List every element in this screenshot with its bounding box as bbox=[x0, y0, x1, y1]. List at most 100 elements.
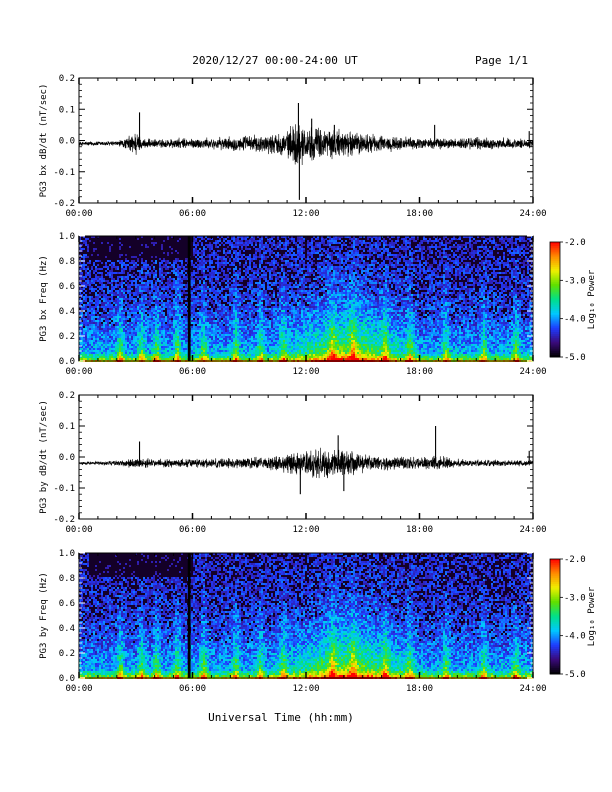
heatmap-cell bbox=[269, 262, 271, 264]
heatmap-cell bbox=[215, 300, 217, 302]
heatmap-cell bbox=[253, 314, 255, 316]
heatmap-cell bbox=[107, 266, 109, 268]
heatmap-cell bbox=[83, 322, 85, 324]
heatmap-cell bbox=[217, 352, 219, 354]
heatmap-cell bbox=[281, 352, 283, 354]
heatmap-cell bbox=[269, 314, 271, 316]
heatmap-cell bbox=[143, 350, 145, 352]
heatmap-cell bbox=[87, 350, 89, 352]
heatmap-cell bbox=[227, 336, 229, 338]
heatmap-cell bbox=[123, 288, 125, 290]
heatmap-cell bbox=[135, 322, 137, 324]
heatmap-cell bbox=[163, 276, 165, 278]
heatmap-cell bbox=[97, 316, 99, 318]
heatmap-cell bbox=[117, 334, 119, 336]
heatmap-cell bbox=[267, 248, 269, 250]
heatmap-cell bbox=[139, 280, 141, 282]
heatmap-cell bbox=[193, 296, 195, 298]
heatmap-cell bbox=[141, 320, 143, 322]
heatmap-cell bbox=[237, 252, 239, 254]
heatmap-cell bbox=[225, 350, 227, 352]
heatmap-cell bbox=[219, 312, 221, 314]
heatmap-cell bbox=[161, 358, 163, 360]
heatmap-cell bbox=[257, 332, 259, 334]
heatmap-cell bbox=[193, 250, 195, 252]
heatmap-cell bbox=[241, 350, 243, 352]
heatmap-cell bbox=[223, 338, 225, 340]
heatmap-cell bbox=[177, 300, 179, 302]
heatmap-cell bbox=[225, 332, 227, 334]
heatmap-cell bbox=[169, 358, 171, 360]
heatmap-cell bbox=[235, 254, 237, 256]
heatmap-cell bbox=[203, 258, 205, 260]
heatmap-cell bbox=[81, 342, 83, 344]
heatmap-cell bbox=[93, 356, 95, 358]
heatmap-cell bbox=[115, 316, 117, 318]
heatmap-cell bbox=[217, 264, 219, 266]
heatmap-cell bbox=[171, 298, 173, 300]
heatmap-cell bbox=[261, 324, 263, 326]
heatmap-cell bbox=[207, 286, 209, 288]
heatmap-cell bbox=[213, 348, 215, 350]
heatmap-cell bbox=[139, 324, 141, 326]
heatmap-cell bbox=[79, 356, 81, 358]
heatmap-cell bbox=[153, 344, 155, 346]
heatmap-cell bbox=[215, 284, 217, 286]
heatmap-cell bbox=[223, 288, 225, 290]
heatmap-cell bbox=[87, 346, 89, 348]
heatmap-cell bbox=[113, 332, 115, 334]
heatmap-cell bbox=[261, 322, 263, 324]
heatmap-cell bbox=[97, 320, 99, 322]
heatmap-cell bbox=[247, 332, 249, 334]
heatmap-cell bbox=[277, 276, 279, 278]
heatmap-cell bbox=[229, 286, 231, 288]
heatmap-cell bbox=[109, 350, 111, 352]
heatmap-cell bbox=[161, 352, 163, 354]
heatmap-cell bbox=[135, 334, 137, 336]
heatmap-cell bbox=[265, 346, 267, 348]
heatmap-cell bbox=[115, 330, 117, 332]
heatmap-cell bbox=[139, 346, 141, 348]
heatmap-cell bbox=[147, 296, 149, 298]
heatmap-cell bbox=[161, 346, 163, 348]
heatmap-cell bbox=[199, 324, 201, 326]
heatmap-cell bbox=[147, 246, 149, 248]
heatmap-cell bbox=[211, 288, 213, 290]
heatmap-cell bbox=[137, 238, 139, 240]
heatmap-cell bbox=[283, 296, 285, 298]
heatmap-cell bbox=[117, 308, 119, 310]
heatmap-cell bbox=[227, 314, 229, 316]
heatmap-cell bbox=[197, 260, 199, 262]
heatmap-cell bbox=[221, 280, 223, 282]
heatmap-cell bbox=[105, 308, 107, 310]
heatmap-cell bbox=[103, 298, 105, 300]
heatmap-cell bbox=[185, 350, 187, 352]
heatmap-cell bbox=[273, 330, 275, 332]
heatmap-cell bbox=[159, 284, 161, 286]
heatmap-cell bbox=[143, 290, 145, 292]
heatmap-cell bbox=[149, 354, 151, 356]
heatmap-cell bbox=[125, 316, 127, 318]
heatmap-cell bbox=[121, 304, 123, 306]
heatmap-cell bbox=[233, 328, 235, 330]
heatmap-cell bbox=[201, 256, 203, 258]
heatmap-cell bbox=[281, 278, 283, 280]
heatmap-cell bbox=[247, 314, 249, 316]
heatmap-cell bbox=[89, 270, 91, 272]
heatmap-cell bbox=[229, 282, 231, 284]
heatmap-cell bbox=[115, 332, 117, 334]
heatmap-cell bbox=[173, 324, 175, 326]
heatmap-cell bbox=[87, 352, 89, 354]
heatmap-cell bbox=[145, 310, 147, 312]
heatmap-cell bbox=[195, 336, 197, 338]
heatmap-cell bbox=[101, 290, 103, 292]
heatmap-cell bbox=[139, 274, 141, 276]
heatmap-cell bbox=[227, 334, 229, 336]
heatmap-cell bbox=[275, 314, 277, 316]
heatmap-cell bbox=[155, 342, 157, 344]
heatmap-cell bbox=[167, 262, 169, 264]
heatmap-cell bbox=[131, 352, 133, 354]
heatmap-cell bbox=[243, 306, 245, 308]
heatmap-cell bbox=[281, 266, 283, 268]
heatmap-cell bbox=[175, 324, 177, 326]
